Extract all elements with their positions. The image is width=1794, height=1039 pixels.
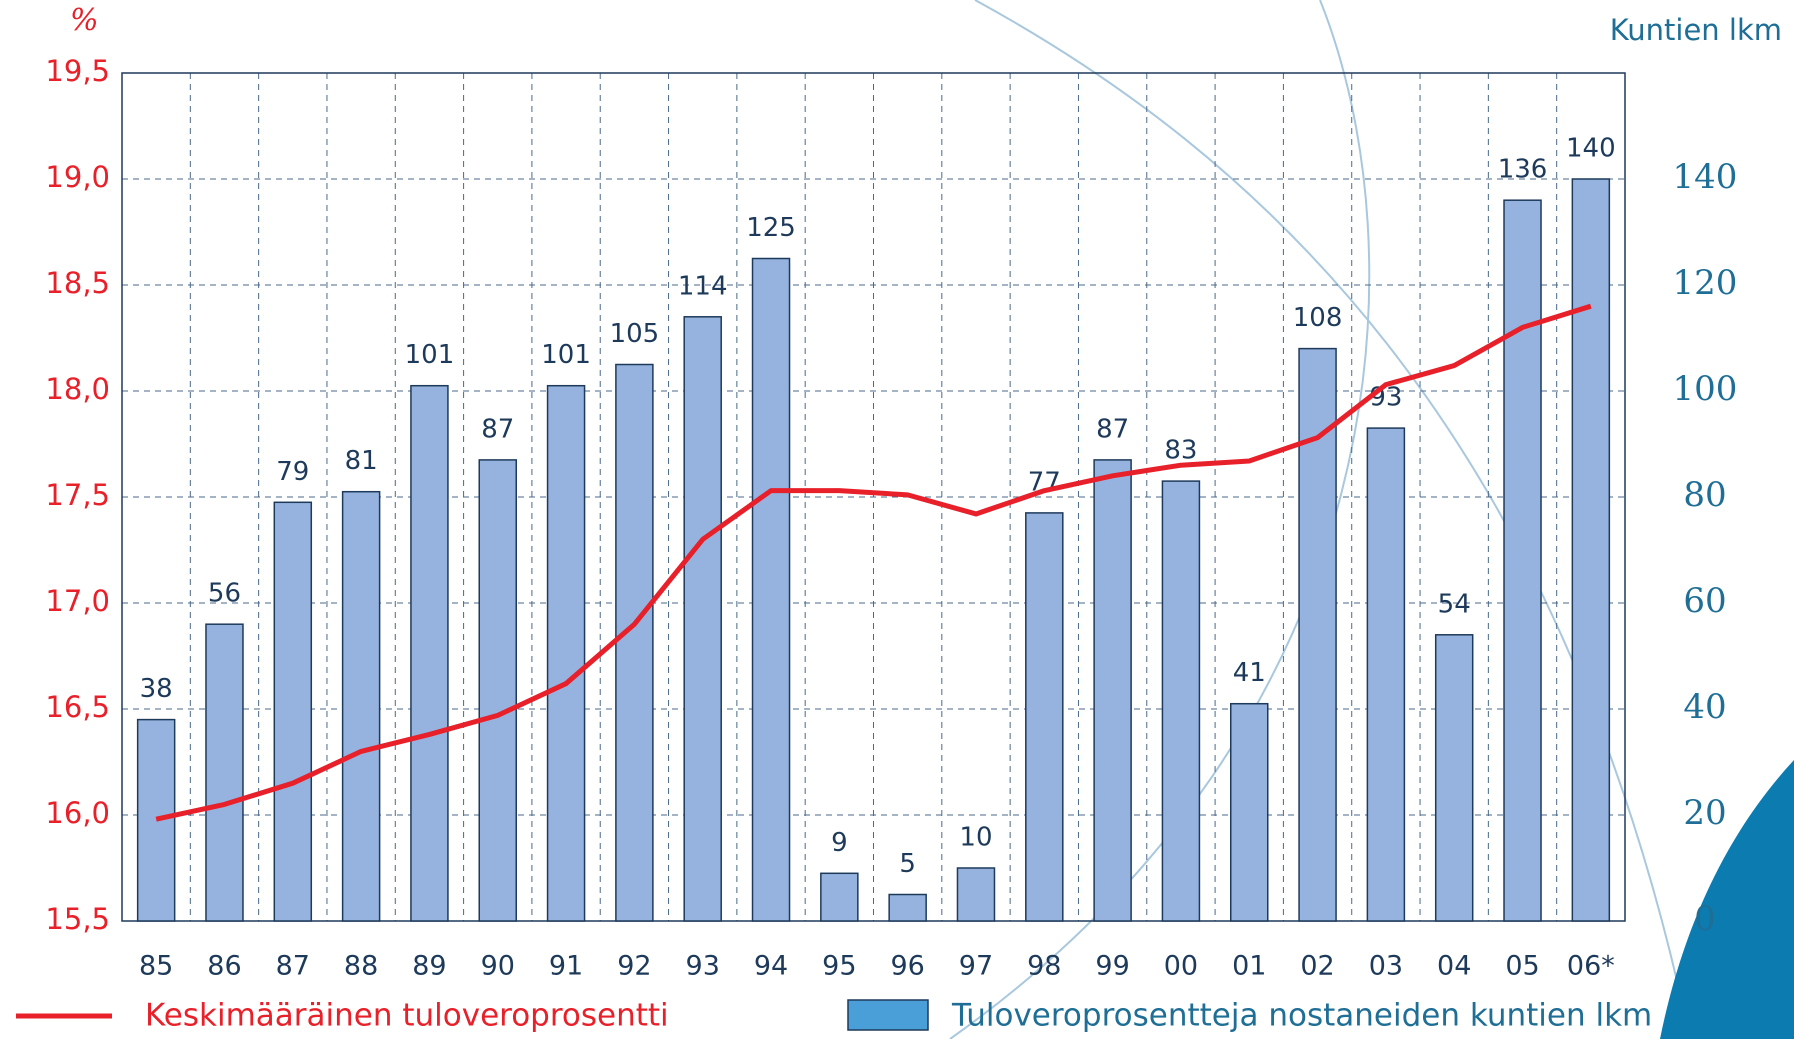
- line: [155, 303, 1592, 822]
- bar-value-label: 105: [610, 319, 660, 349]
- x-tick-label: 01: [1232, 951, 1266, 982]
- bar-value-label: 10: [959, 823, 992, 853]
- x-tick-label: 96: [890, 951, 924, 982]
- y2-tick-label: 120: [1673, 263, 1738, 303]
- bar: [683, 316, 722, 922]
- y-tick-label: 17,5: [45, 478, 110, 512]
- bar-value-label: 108: [1293, 303, 1343, 333]
- y2-tick-label: 80: [1683, 475, 1726, 515]
- bar-value-label: 79: [276, 457, 309, 487]
- bar: [478, 459, 517, 922]
- legend-key: [847, 999, 929, 1031]
- x-tick-label: 89: [412, 951, 446, 982]
- y2-axis-label: Kuntien lkm: [1610, 13, 1782, 47]
- x-tick-label: 86: [207, 951, 241, 982]
- bar: [546, 384, 586, 922]
- legend-label: Tuloveroprosentteja nostaneiden kuntien …: [951, 998, 1652, 1034]
- x-tick-label: 90: [481, 951, 515, 982]
- bar: [136, 718, 176, 922]
- bar: [410, 384, 449, 922]
- bar-value-label: 87: [481, 414, 514, 444]
- bar-value-label: 56: [208, 579, 241, 609]
- x-tick-label: 93: [686, 951, 720, 982]
- bar: [1571, 178, 1611, 922]
- bar: [341, 490, 381, 922]
- bar: [205, 623, 244, 922]
- x-tick-label: 99: [1095, 951, 1129, 982]
- y2-tick-label: 60: [1683, 581, 1726, 621]
- bar-value-label: 140: [1566, 134, 1616, 164]
- y2-tick-label: 100: [1673, 369, 1738, 409]
- x-tick-label: 06*: [1567, 951, 1615, 982]
- x-tick-label: 05: [1505, 951, 1539, 982]
- bar: [615, 363, 654, 922]
- bar-value-label: 114: [678, 271, 728, 301]
- bar-value-label: 81: [345, 446, 378, 476]
- y2-tick-label: 140: [1673, 157, 1738, 197]
- bar: [1230, 702, 1269, 922]
- bar: [1434, 634, 1474, 922]
- x-tick-label: 04: [1437, 951, 1471, 982]
- y-tick-label: 17,0: [45, 584, 110, 618]
- x-tick-label: 97: [959, 951, 993, 982]
- bar: [820, 872, 859, 922]
- bar: [751, 257, 791, 922]
- bar: [1161, 480, 1201, 922]
- y2-tick-label: 40: [1683, 687, 1726, 727]
- legend-label: Keskimääräinen tuloveroprosentti: [145, 998, 669, 1034]
- bar-value-label: 101: [541, 340, 591, 370]
- bar: [1298, 347, 1337, 922]
- y-tick-label: 18,0: [45, 372, 110, 406]
- bar-value-label: 83: [1164, 436, 1197, 466]
- arc: [974, 0, 1691, 1039]
- y-tick-label: 16,5: [45, 690, 110, 724]
- bar: [888, 893, 927, 922]
- y-tick-label: 19,0: [45, 160, 110, 194]
- x-tick-label: 98: [1027, 951, 1061, 982]
- bar: [1366, 427, 1406, 922]
- y2-tick-label: 0: [1694, 899, 1716, 939]
- bar-value-label: 101: [405, 340, 455, 370]
- bar-value-label: 5: [899, 849, 916, 879]
- y-tick-label: 16,0: [45, 796, 110, 830]
- bar-value-label: 87: [1096, 414, 1129, 444]
- y-tick-label: 18,5: [45, 266, 110, 300]
- x-tick-label: 03: [1369, 951, 1403, 982]
- bar-value-label: 9: [831, 828, 848, 858]
- x-tick-label: 91: [549, 951, 583, 982]
- bar: [1093, 459, 1132, 922]
- plot-frame: [121, 72, 1626, 922]
- bar: [1025, 512, 1064, 922]
- x-tick-label: 88: [344, 951, 378, 982]
- bar-value-label: 41: [1233, 658, 1266, 688]
- y-tick-label: 19,5: [45, 54, 110, 88]
- x-tick-label: 85: [139, 951, 173, 982]
- bar: [1503, 199, 1542, 922]
- bar: [956, 867, 996, 922]
- y2-tick-label: 20: [1683, 793, 1726, 833]
- bar: [273, 501, 313, 922]
- bar-value-label: 136: [1498, 155, 1548, 185]
- corner-shape: [1660, 760, 1794, 1039]
- y-tick-label: 15,5: [45, 902, 110, 936]
- x-tick-label: 92: [617, 951, 651, 982]
- bar-value-label: 38: [140, 674, 173, 704]
- x-tick-label: 02: [1300, 951, 1334, 982]
- y-axis-label: %: [70, 3, 99, 38]
- bar-value-label: 125: [746, 213, 796, 243]
- x-tick-label: 94: [754, 951, 788, 982]
- x-tick-label: 95: [822, 951, 856, 982]
- x-tick-label: 87: [276, 951, 310, 982]
- x-tick-label: 00: [1164, 951, 1198, 982]
- bar-value-label: 54: [1438, 589, 1471, 619]
